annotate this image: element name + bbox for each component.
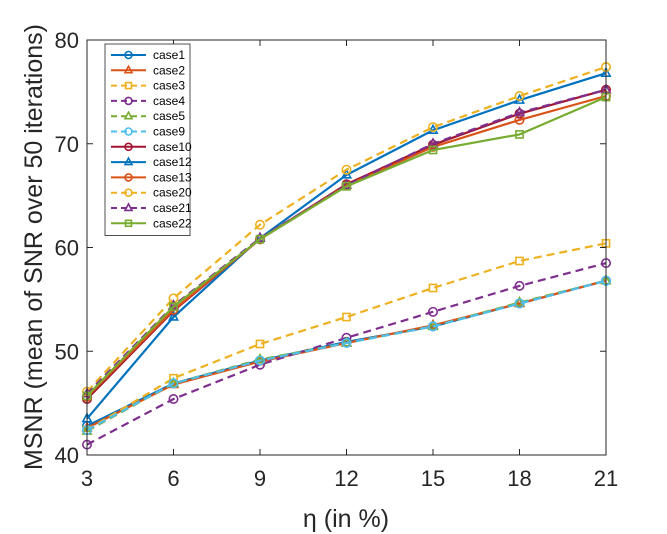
data-point-case3-4	[428, 283, 438, 293]
legend-item-case9: case9	[111, 125, 185, 139]
data-point-case20-4	[427, 122, 438, 133]
series-case9	[82, 275, 611, 436]
legend-item-case12: case12	[111, 155, 192, 169]
legend-item-case21: case21	[111, 201, 192, 215]
legend-item-case1: case1	[111, 48, 185, 62]
legend-marker	[123, 64, 134, 74]
legend-marker	[124, 188, 133, 197]
legend-label: case10	[153, 140, 192, 154]
x-tick-label: 15	[421, 466, 445, 491]
data-point-case3-2	[255, 339, 265, 349]
data-point-case21-5	[513, 106, 526, 117]
series-line-case20	[86, 65, 607, 393]
data-point-case22-1	[169, 302, 178, 312]
legend-marker	[124, 173, 133, 182]
legend-marker	[123, 156, 134, 166]
series-line-case4	[86, 262, 607, 446]
legend-marker	[124, 50, 133, 60]
legend-item-case20: case20	[111, 186, 192, 200]
x-tick-label: 18	[507, 466, 531, 491]
legend-label: case9	[153, 125, 185, 139]
legend-item-case3: case3	[111, 79, 185, 93]
legend-label: case21	[153, 201, 192, 215]
data-point-case22-4	[428, 145, 438, 155]
data-point-case22-2	[255, 234, 265, 244]
y-tick-label: 70	[55, 132, 79, 157]
y-tick-label: 60	[55, 236, 79, 261]
legend-label: case13	[153, 170, 192, 184]
data-point-case9-4	[427, 321, 438, 332]
legend-box	[104, 43, 191, 237]
series-layer	[81, 61, 612, 450]
legend-marker	[124, 127, 133, 136]
legend-label: case2	[153, 63, 185, 77]
legend-label: case4	[153, 94, 185, 108]
legend-item-case4: case4	[111, 94, 185, 108]
y-tick-label: 50	[55, 339, 79, 364]
data-point-case22-5	[515, 130, 524, 139]
data-point-case4-5	[514, 280, 525, 291]
data-point-case20-5	[514, 91, 525, 102]
legend-marker	[124, 142, 133, 152]
legend-item-case13: case13	[111, 170, 192, 184]
data-point-case3-5	[515, 256, 524, 266]
legend-label: case5	[153, 109, 185, 123]
data-point-case4-1	[168, 393, 179, 404]
x-tick-label: 9	[254, 466, 266, 491]
legend-marker	[124, 81, 133, 90]
data-point-case9-5	[514, 298, 525, 309]
legend-item-case2: case2	[111, 63, 185, 77]
legend-label: case12	[153, 155, 192, 169]
data-point-case5-2	[254, 353, 266, 364]
x-tick-label: 12	[334, 466, 358, 491]
legend-item-case10: case10	[111, 140, 192, 154]
data-point-case20-2	[255, 219, 266, 230]
legend-item-case5: case5	[111, 109, 185, 123]
data-point-case9-1	[168, 378, 179, 389]
legend-label: case1	[153, 48, 185, 62]
legend: case1case2case3case4case5case9case10case…	[104, 43, 192, 237]
series-case22	[82, 92, 611, 401]
data-point-case3-3	[342, 312, 351, 322]
data-point-case9-3	[341, 337, 352, 348]
data-point-case12-1	[167, 310, 180, 321]
legend-label: case3	[153, 79, 185, 93]
x-tick-label: 6	[167, 466, 179, 491]
series-line-case9	[86, 279, 607, 432]
y-tick-label: 80	[55, 28, 79, 53]
y-tick-label: 40	[55, 443, 79, 468]
x-tick-label: 21	[594, 466, 618, 491]
legend-label: case20	[153, 186, 192, 200]
ticks-layer: 3 6 9 12 15 18 21 40 50 60 70 80	[55, 28, 619, 491]
data-point-case5-1	[167, 376, 180, 388]
data-point-case9-2	[255, 355, 266, 366]
legend-marker	[123, 110, 134, 120]
x-axis-label: η (in %)	[303, 505, 389, 533]
y-axis-label: MSNR (mean of SNR over 50 iterations)	[20, 24, 48, 470]
x-tick-label: 3	[81, 466, 93, 491]
legend-marker	[124, 219, 133, 228]
data-point-case4-4	[427, 306, 438, 317]
legend-item-case22: case22	[111, 216, 192, 230]
legend-marker	[123, 202, 134, 212]
data-point-case5-5	[513, 295, 526, 307]
data-point-case22-3	[342, 181, 351, 191]
series-line-case22	[86, 96, 607, 397]
data-point-case3-1	[169, 373, 178, 383]
legend-label: case22	[153, 216, 192, 230]
legend-marker	[124, 96, 133, 106]
data-point-case20-3	[341, 164, 352, 175]
